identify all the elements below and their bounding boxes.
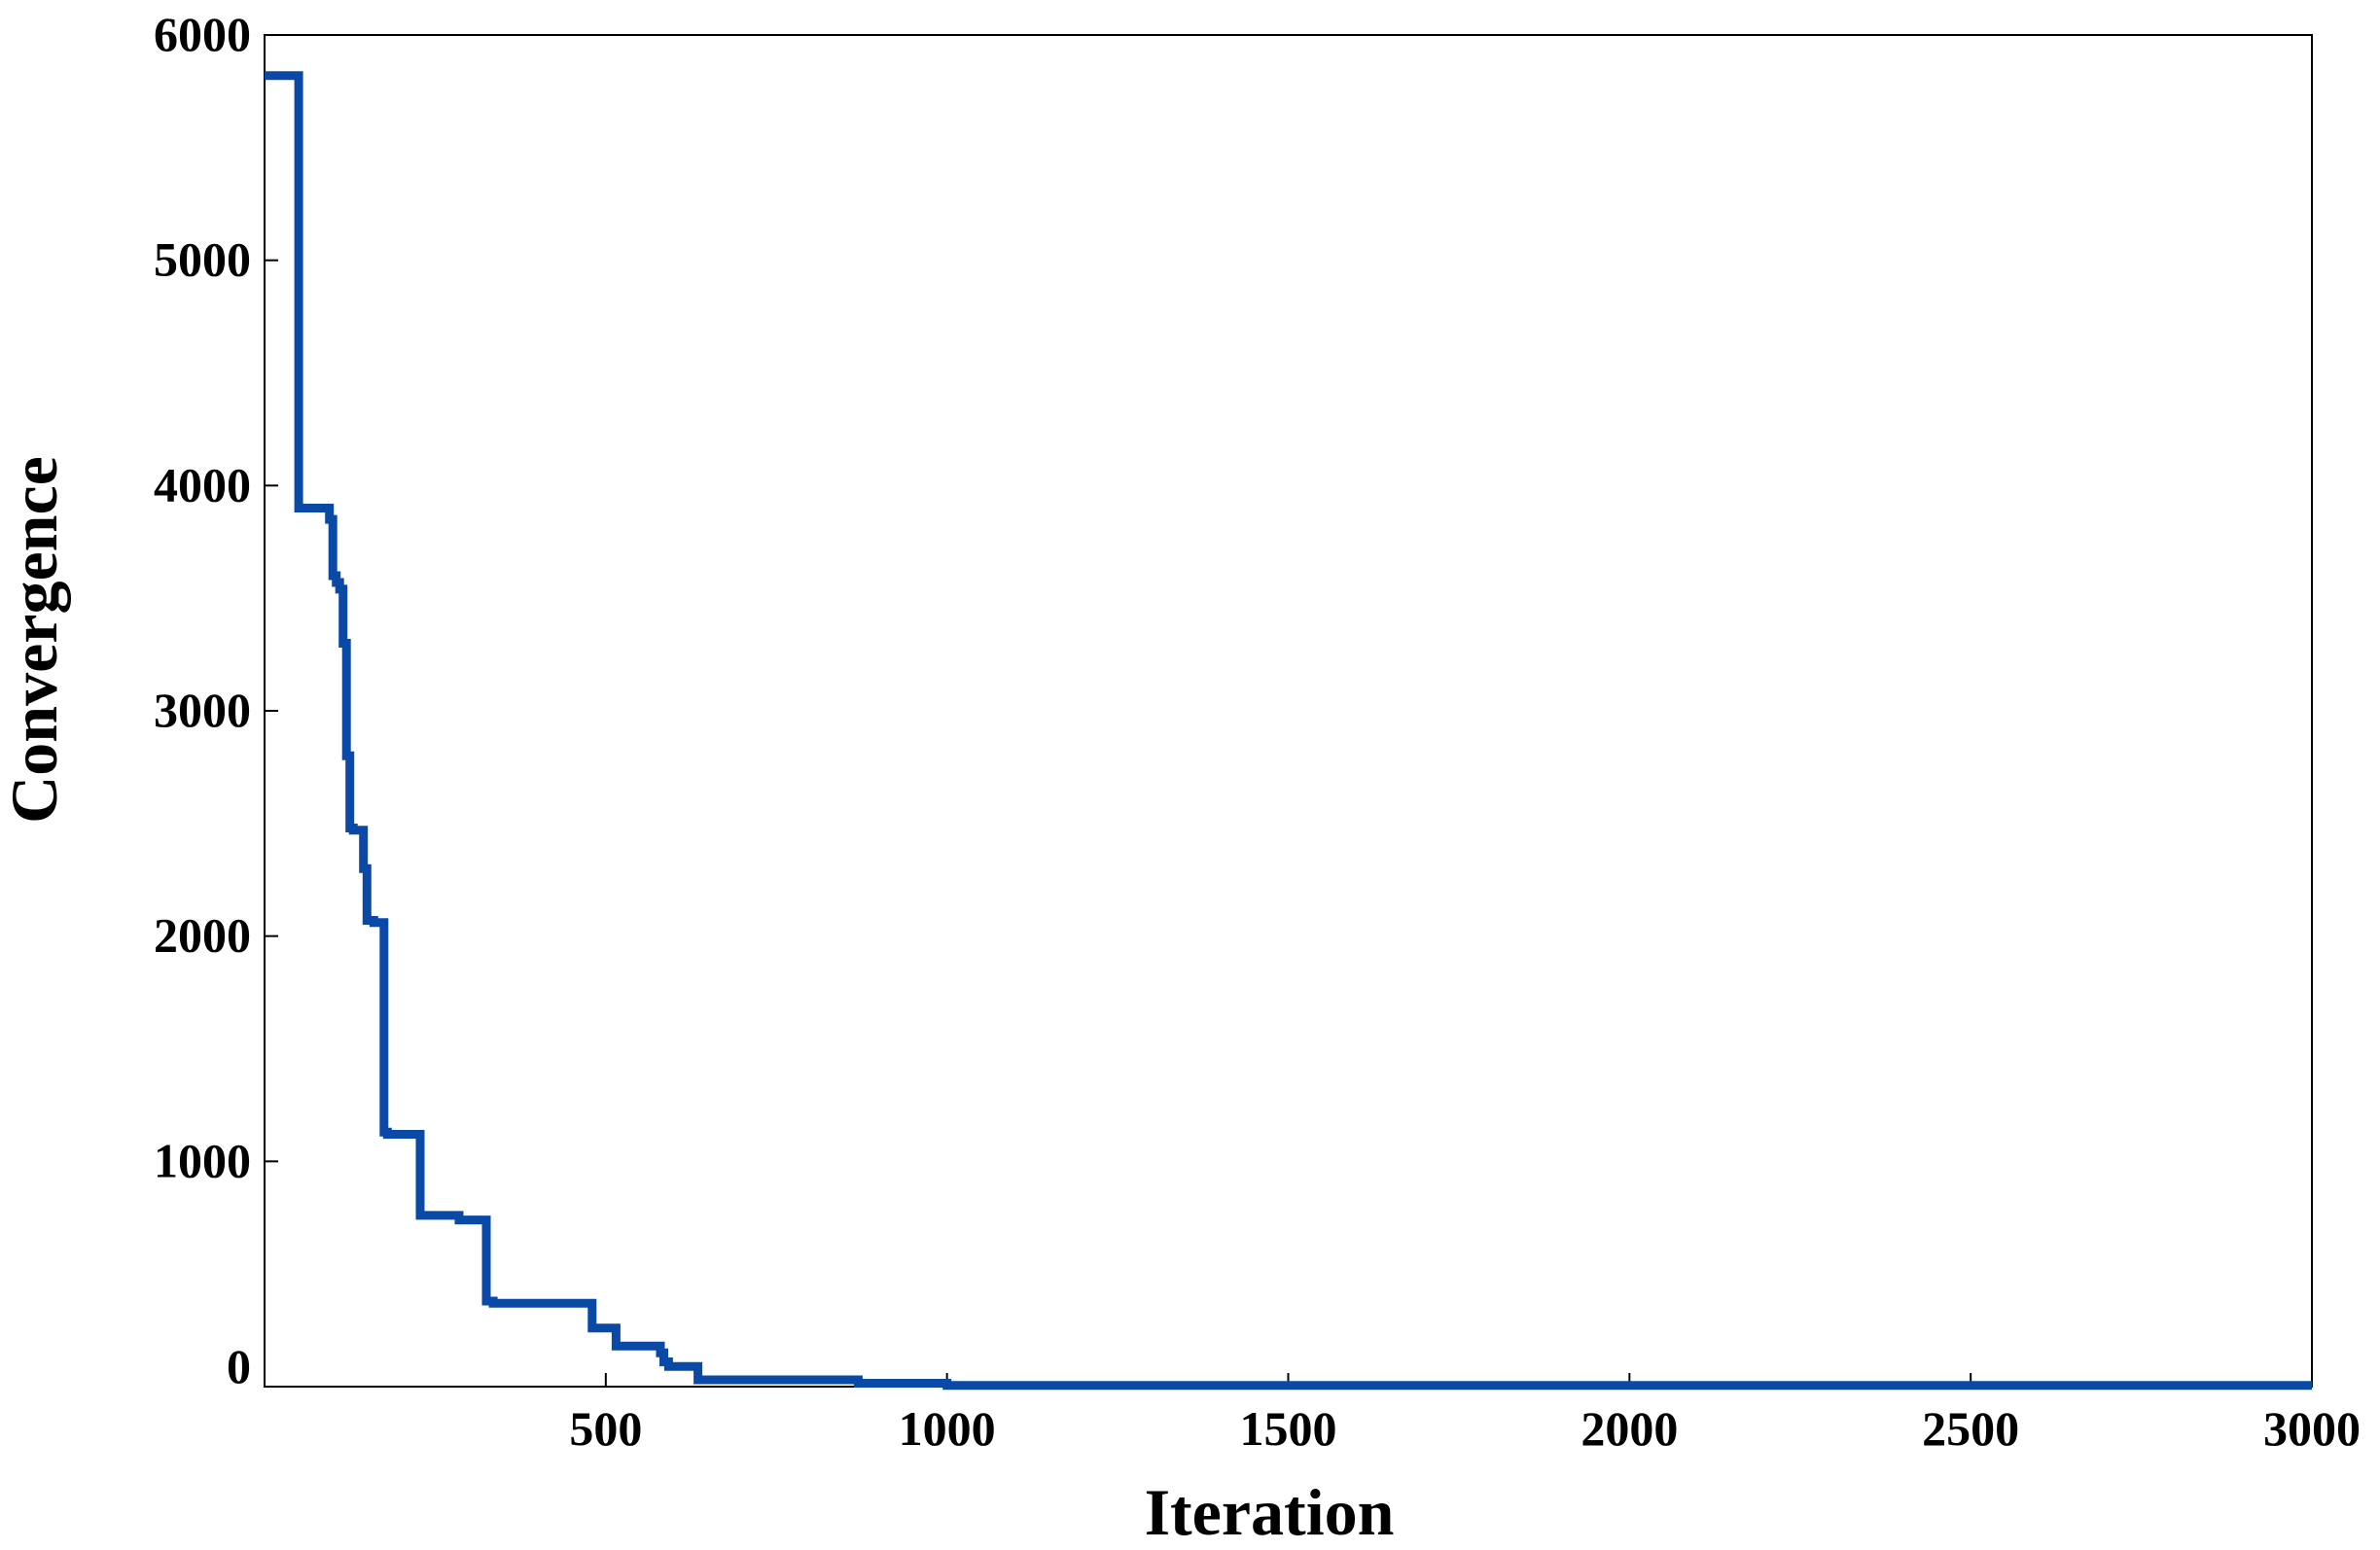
y-tick-label: 1000 bbox=[154, 1133, 251, 1187]
convergence-series-line bbox=[265, 71, 2312, 1391]
x-axis-title: Iteration bbox=[1145, 1475, 1395, 1549]
y-tick-label: 5000 bbox=[154, 232, 251, 287]
y-axis-ticks: 0 1000 2000 3000 4000 5000 6000 bbox=[154, 7, 278, 1393]
y-tick-label: 4000 bbox=[154, 457, 251, 511]
x-tick-label: 1000 bbox=[899, 1401, 996, 1456]
x-axis-ticks: 500 1000 1500 2000 2500 3000 bbox=[569, 1373, 2361, 1456]
x-tick-label: 2000 bbox=[1581, 1401, 1678, 1456]
x-tick-label: 500 bbox=[569, 1401, 642, 1456]
x-tick-label: 1500 bbox=[1240, 1401, 1337, 1456]
plot-frame bbox=[264, 34, 2313, 1388]
y-tick-label: 2000 bbox=[154, 908, 251, 963]
y-tick-label: 0 bbox=[227, 1339, 251, 1393]
y-axis-title: Convergence bbox=[0, 456, 71, 824]
x-tick-label: 3000 bbox=[2263, 1401, 2361, 1456]
y-tick-label: 6000 bbox=[154, 7, 251, 61]
y-tick-label: 3000 bbox=[154, 683, 251, 737]
x-tick-label: 2500 bbox=[1922, 1401, 2019, 1456]
